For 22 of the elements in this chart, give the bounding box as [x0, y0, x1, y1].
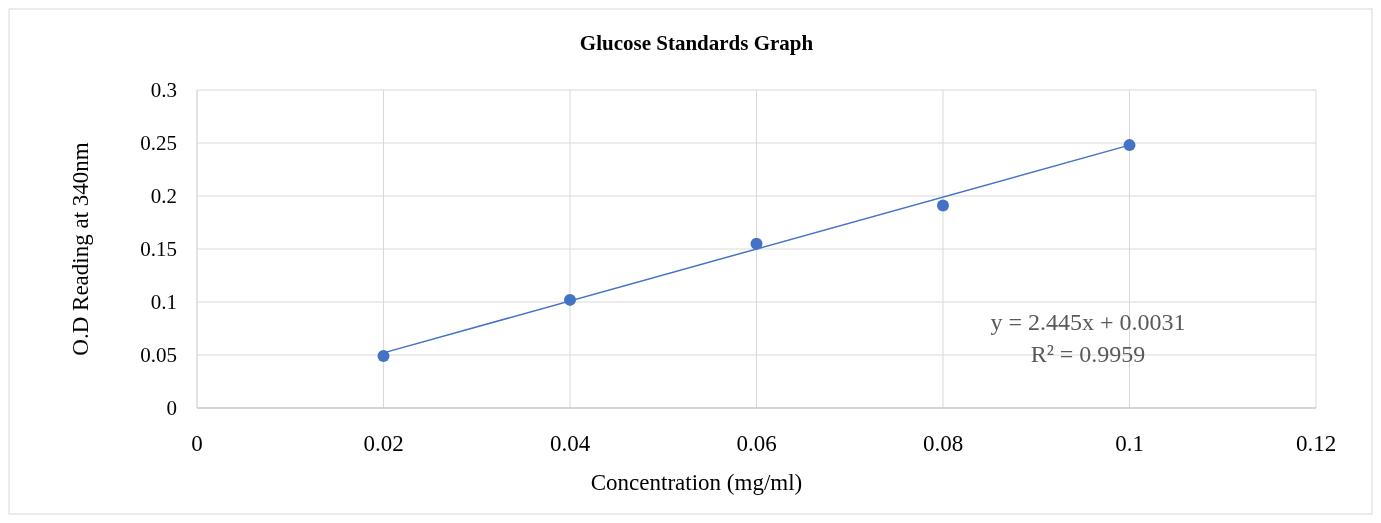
- y-tick-label: 0.25: [140, 131, 177, 155]
- annotation: y = 2.445x + 0.0031: [990, 309, 1186, 335]
- x-tick-label: 0: [191, 431, 203, 456]
- x-tick-label: 0.04: [549, 431, 591, 456]
- x-tick-label: 0.06: [736, 431, 777, 456]
- x-axis-title: Concentration (mg/ml): [590, 470, 803, 495]
- y-tick-label: 0: [166, 396, 177, 420]
- annotation: R² = 0.9959: [1030, 341, 1146, 367]
- x-tick-label: 0.1: [1115, 431, 1144, 456]
- y-tick-label: 0.05: [140, 343, 177, 367]
- y-tick-label: 0.1: [150, 290, 177, 314]
- y-tick-label: 0.3: [150, 78, 177, 102]
- point: [937, 199, 949, 212]
- chart-title: Glucose Standards Graph: [579, 31, 814, 55]
- y-tick-label: 0.15: [140, 237, 177, 261]
- point: [1123, 139, 1136, 152]
- x-tick-label: 0.08: [922, 431, 964, 456]
- y-axis-title: O.D Reading at 340nm: [68, 142, 93, 356]
- x-tick-label: 0.12: [1295, 431, 1337, 456]
- x-tick-label: 0.02: [363, 431, 404, 456]
- y-tick-label: 0.2: [150, 184, 177, 208]
- point: [377, 350, 390, 363]
